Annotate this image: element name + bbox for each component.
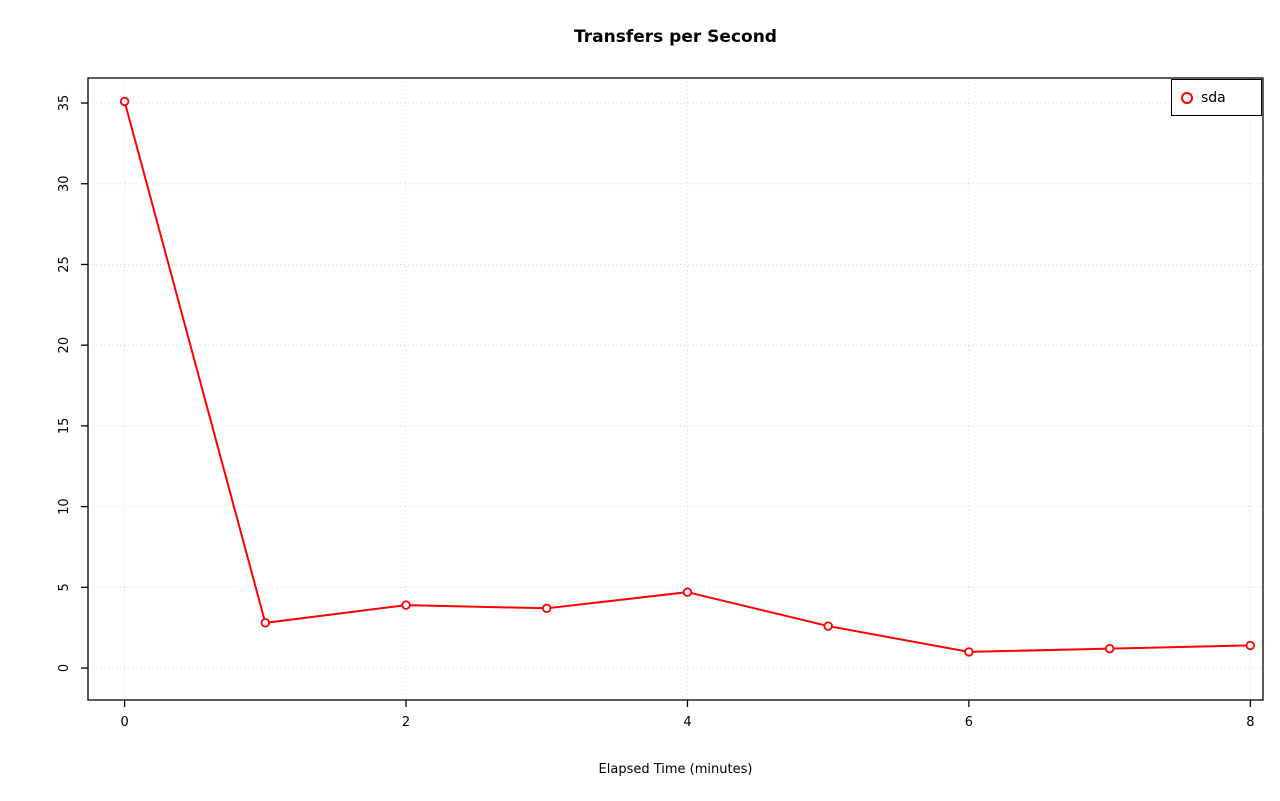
x-tick-label: 4 bbox=[683, 715, 691, 730]
chart-title: Transfers per Second bbox=[574, 27, 777, 47]
data-point-marker bbox=[823, 621, 833, 631]
data-point-marker bbox=[260, 618, 271, 628]
y-tick-label: 0 bbox=[57, 664, 72, 672]
y-tick-label: 25 bbox=[57, 256, 72, 273]
series-line bbox=[123, 100, 1252, 653]
y-tick-label: 10 bbox=[57, 498, 72, 515]
legend-series-marker-icon bbox=[1181, 91, 1193, 104]
y-tick-label: 30 bbox=[57, 175, 72, 192]
data-point-marker bbox=[964, 647, 974, 657]
x-tick-label: 0 bbox=[120, 715, 128, 730]
y-tick-label: 20 bbox=[57, 337, 72, 354]
data-point-marker bbox=[542, 603, 552, 614]
data-point-marker bbox=[1245, 640, 1256, 651]
data-point-marker bbox=[682, 587, 693, 597]
plot-border bbox=[87, 77, 1264, 701]
legend: sda bbox=[1171, 79, 1262, 116]
x-axis: 0 2 4 6 8 bbox=[120, 700, 1254, 730]
series-sda bbox=[119, 96, 1256, 657]
x-axis-label: Elapsed Time (minutes) bbox=[598, 762, 753, 777]
x-tick-label: 6 bbox=[965, 715, 973, 730]
y-tick-label: 35 bbox=[57, 95, 72, 112]
y-tick-label: 5 bbox=[57, 583, 72, 591]
data-point-marker bbox=[1104, 643, 1115, 654]
gridlines bbox=[88, 78, 1263, 700]
x-tick-label: 2 bbox=[402, 715, 410, 730]
legend-series-label: sda bbox=[1201, 89, 1226, 106]
data-point-marker bbox=[119, 96, 130, 107]
y-tick-label: 15 bbox=[57, 418, 72, 435]
y-axis: 0 5 10 15 20 25 30 35 bbox=[57, 95, 88, 672]
x-tick-label: 8 bbox=[1246, 715, 1254, 730]
data-point-marker bbox=[401, 600, 411, 610]
